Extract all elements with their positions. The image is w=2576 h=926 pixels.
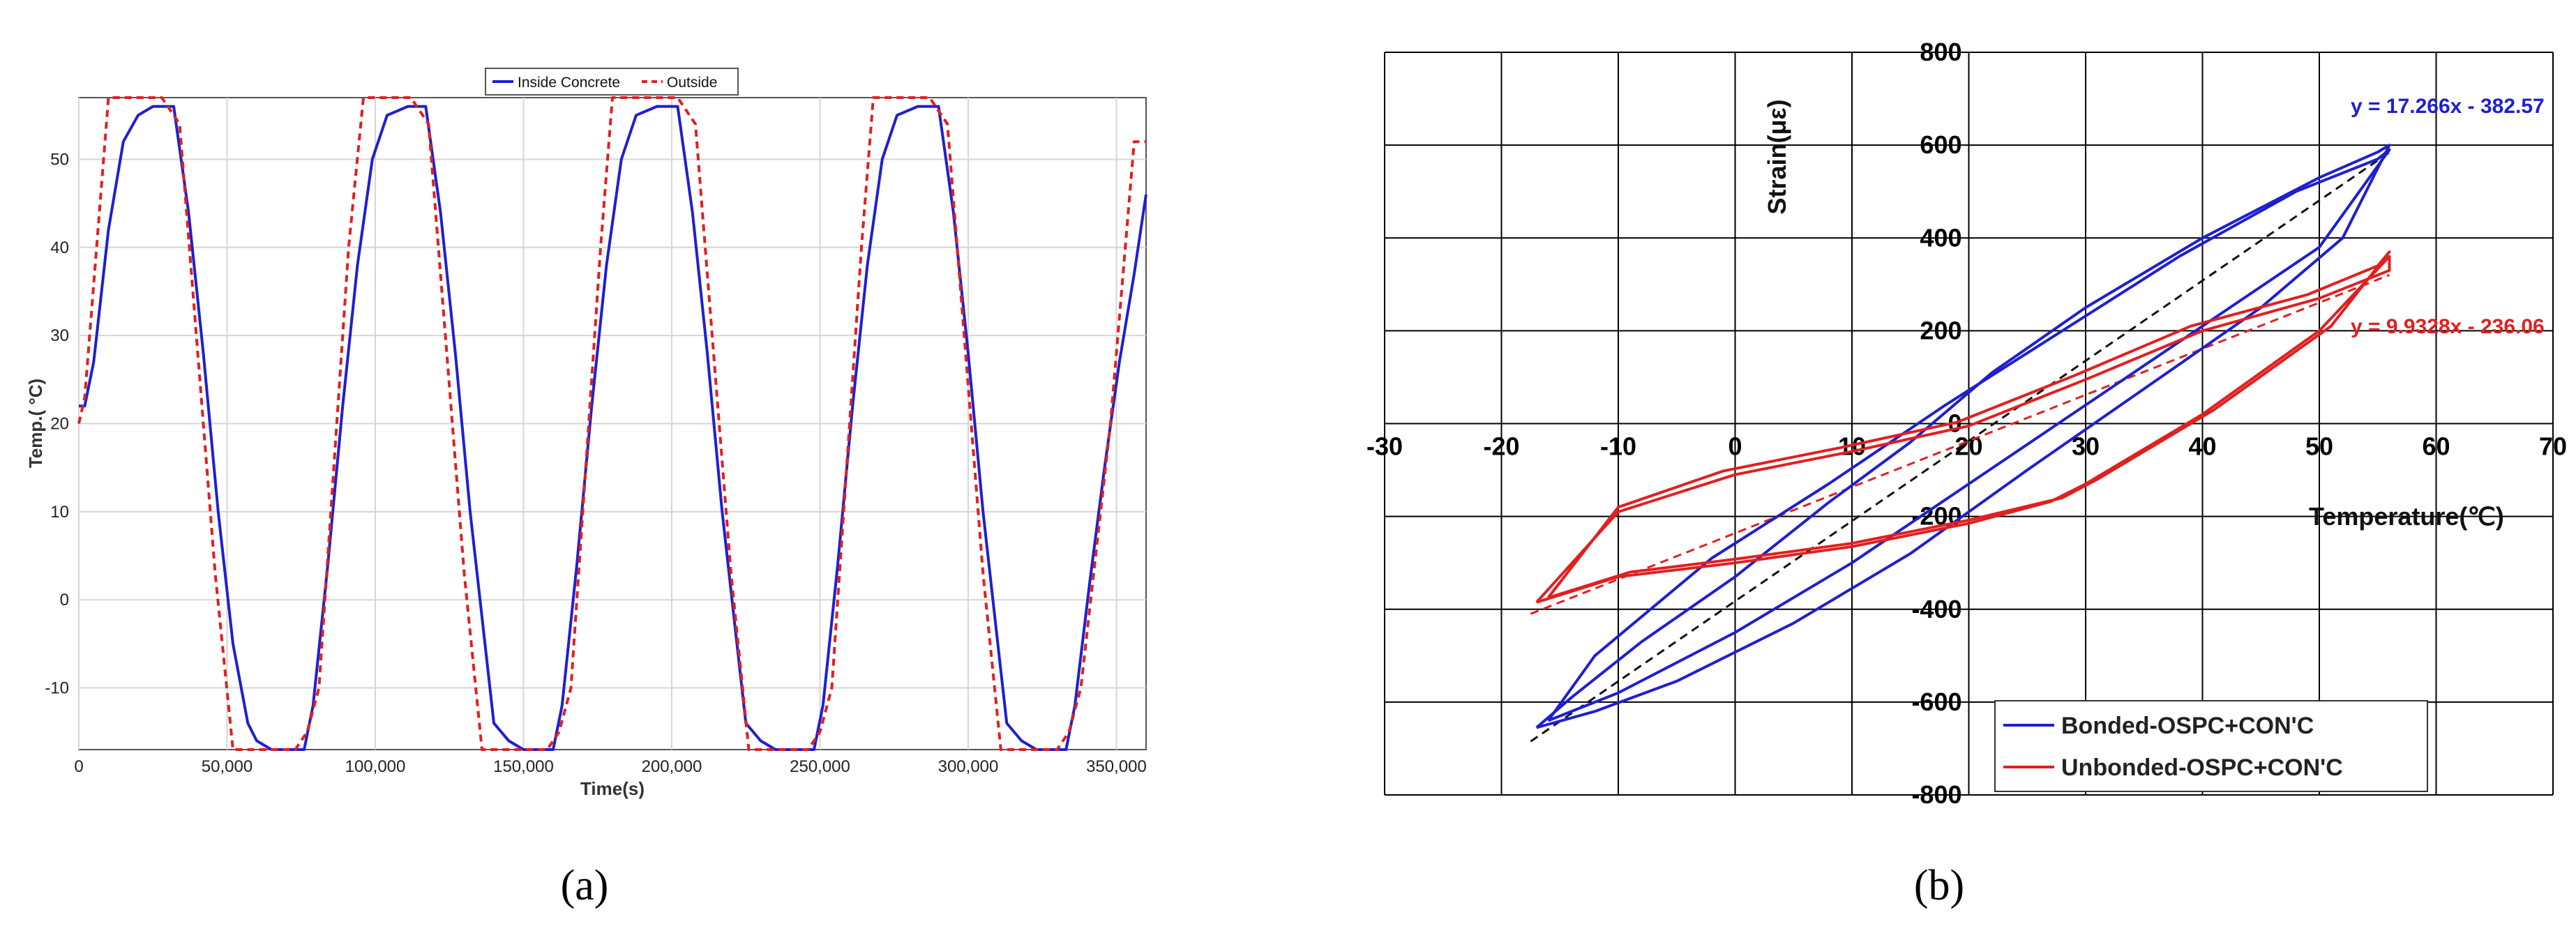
panel-a-temperature-chart: 0 50,000 100,000 150,000 200,000 250,000 300,0…	[25, 68, 1147, 799]
panel-a-series	[77, 96, 1147, 751]
panel-b-legend-label-bonded: Bonded-OSPC+CON'C	[2061, 713, 2314, 739]
panel-a-y-tick-labels: -10 0 10 20 30 40 50	[45, 150, 69, 697]
panel-b-x-tick-label: 40	[2188, 432, 2216, 461]
panel-b-fit-label-bonded: y = 17.266x - 382.57	[2351, 95, 2545, 118]
panel-a-y-tick-label: 10	[50, 503, 69, 522]
panel-b-y-tick-label: 800	[1920, 38, 1961, 66]
panel-b-grid	[1384, 52, 2554, 796]
panel-b-y-tick-label: 600	[1920, 130, 1961, 159]
panel-a-y-tick-label: 30	[50, 326, 69, 345]
panel-b-legend-box	[1994, 700, 2428, 792]
panel-b-x-tick-label: -10	[1600, 432, 1636, 461]
panel-a-legend-box	[485, 68, 739, 96]
series-loop-unbonded-1	[1535, 255, 2391, 604]
panel-b-fit-lines	[1530, 151, 2390, 743]
series-loop-bonded-1	[1535, 144, 2391, 729]
panel-b-y-tick-label: 200	[1920, 316, 1961, 344]
panel-b-y-axis-label: Strain(με)	[1763, 99, 1791, 214]
panel-b-legend: Bonded-OSPC+CON'C Unbonded-OSPC+CON'C	[1994, 700, 2428, 792]
panel-a-y-tick-label: -10	[45, 679, 69, 698]
panel-b-fit-label-unbonded: y = 9.9328x - 236.06	[2351, 315, 2545, 338]
panel-a-x-tick-label: 300,000	[938, 757, 999, 776]
panel-a-x-tick-label: 200,000	[642, 757, 702, 776]
panel-a-y-axis-label: Temp.( °C)	[25, 379, 46, 468]
panel-b-y-tick-label: 400	[1920, 223, 1961, 252]
panel-a-x-axis-label: Time(s)	[580, 778, 645, 799]
panel-b-strain-chart: -30 -20 -10 0 10 20 30 40 50 60 70 -800-600-400-20…	[1366, 38, 2567, 809]
panel-b-x-tick-label: 50	[2305, 432, 2333, 461]
panel-a-x-tick-label: 150,000	[493, 757, 554, 776]
panel-b-series	[1535, 144, 2391, 729]
panel-a-y-tick-label: 0	[60, 591, 69, 609]
fit-line-unbonded	[1530, 273, 2390, 615]
caption-a: (a)	[561, 862, 609, 909]
panel-b-x-tick-label: 60	[2422, 432, 2450, 461]
panel-a-x-tick-labels: 0 50,000 100,000 150,000 200,000 250,000 300,0…	[74, 757, 1147, 776]
panel-a-y-tick-label: 40	[50, 238, 69, 257]
fit-line-bonded	[1530, 151, 2390, 743]
panel-a-legend-label-inside: Inside Concrete	[518, 75, 620, 91]
panel-b-y-tick-label: -400	[1911, 595, 1961, 623]
series-line-outside	[77, 96, 1146, 751]
panel-b-x-tick-label: 70	[2539, 432, 2567, 461]
panel-a-grid	[78, 98, 1146, 750]
panel-b-x-tick-label: 0	[1728, 432, 1742, 461]
panel-a-legend-label-outside: Outside	[667, 75, 717, 91]
panel-b-x-axis-label: Temperature(℃)	[2309, 502, 2504, 531]
panel-b-y-tick-label: -600	[1911, 688, 1961, 716]
panel-a-x-tick-label: 50,000	[202, 757, 253, 776]
panel-b-y-tick-label: -800	[1911, 780, 1961, 809]
series-loop-bonded-2	[1546, 148, 2391, 722]
panel-a-y-tick-label: 20	[50, 415, 69, 434]
panel-a-x-tick-label: 250,000	[790, 757, 850, 776]
panel-a-legend: Inside Concrete Outside	[485, 68, 739, 96]
caption-b: (b)	[1914, 862, 1964, 909]
panel-b-x-tick-label: -30	[1366, 432, 1403, 461]
panel-b-x-tick-label: -20	[1483, 432, 1519, 461]
panel-b-legend-label-unbonded: Unbonded-OSPC+CON'C	[2061, 754, 2343, 781]
panel-a-x-tick-label: 0	[74, 757, 83, 776]
panel-b-x-tick-labels: -30 -20 -10 0 10 20 30 40 50 60 70	[1366, 432, 2567, 461]
series-line-inside-concrete	[79, 105, 1147, 751]
panel-a-x-tick-label: 350,000	[1086, 757, 1147, 776]
panel-a-x-tick-label: 100,000	[345, 757, 406, 776]
panel-a-y-tick-label: 50	[50, 150, 69, 169]
series-loop-unbonded-2	[1546, 250, 2391, 600]
